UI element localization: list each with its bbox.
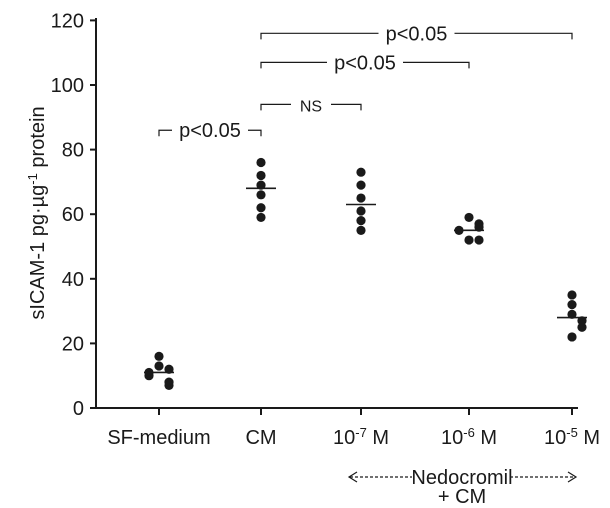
x-tick-label-sup: -5 (566, 425, 578, 440)
data-point (577, 316, 587, 326)
y-axis-label-tail: protein (27, 106, 49, 173)
y-tick-label: 40 (62, 269, 84, 291)
treatment-annotation: Nedocromil + CM (347, 467, 578, 508)
data-point (164, 380, 174, 390)
y-ticks: 0 20 40 60 80 100 120 (51, 10, 96, 420)
data-point (144, 371, 154, 381)
data-point (256, 170, 266, 181)
data-point (256, 203, 266, 213)
comparison-label: p<0.05 (334, 52, 396, 74)
data-point (356, 167, 366, 177)
x-tick-label-main: 10 (441, 427, 463, 449)
y-tick-label: 20 (62, 333, 84, 355)
data-point (567, 332, 577, 342)
data-point (567, 290, 577, 300)
x-tick-label-main: SF-medium (107, 427, 210, 449)
data-point (256, 180, 266, 190)
significance-brackets: p<0.05 NS p<0.05 p<0.05 (158, 23, 573, 142)
x-tick-label-main: 10 (544, 427, 566, 449)
treatment-arrowhead-left (347, 471, 358, 483)
data-point (567, 309, 577, 319)
x-tick-label-unit: M (475, 427, 497, 449)
comparison-bracket (260, 103, 362, 111)
data-point (356, 180, 366, 190)
x-tick-label-sup: -7 (355, 425, 367, 440)
data-point (164, 364, 174, 374)
x-ticks: SF-medium CM 10-7 M 10-6 M 10-5 M (107, 408, 600, 449)
data-point (464, 212, 474, 223)
x-tick-label: 10-5 M (544, 425, 600, 450)
x-tick-label: 10-7 M (333, 425, 389, 450)
data-point (567, 300, 577, 310)
y-axis-label-main: sICAM-1 pg·µg (27, 185, 49, 320)
data-point (464, 235, 474, 245)
x-tick-label-main: CM (245, 427, 276, 449)
data-point (356, 206, 366, 216)
y-axis-label-sup: -1 (25, 173, 40, 185)
data-point (474, 235, 484, 245)
x-tick-label-unit: M (578, 427, 600, 449)
y-tick-label: 100 (51, 75, 84, 97)
data-point (256, 157, 266, 168)
data-point (256, 212, 266, 223)
data-markers (144, 157, 587, 390)
y-tick-label: 60 (62, 204, 84, 226)
x-tick-label-main: 10 (333, 427, 355, 449)
chart-axes (95, 18, 578, 409)
comparison-label: NS (300, 98, 322, 115)
data-point (356, 193, 366, 203)
comparison-bracket (260, 61, 470, 69)
comparison-bracket (260, 32, 573, 40)
data-point (474, 222, 484, 232)
data-point (154, 361, 164, 371)
x-tick-label: 10-6 M (441, 425, 497, 450)
treatment-label-line-1: Nedocromil (411, 467, 512, 489)
y-axis-label: sICAM-1 pg·µg-1 protein (25, 106, 50, 319)
y-tick-label: 120 (51, 10, 84, 32)
y-tick-label: 0 (73, 398, 84, 420)
data-point (356, 225, 366, 235)
data-point (256, 190, 266, 200)
data-point (356, 216, 366, 226)
x-tick-label-sup: -6 (463, 425, 475, 440)
x-tick-label: CM (245, 427, 276, 449)
treatment-label-line-2: + CM (438, 486, 486, 508)
x-tick-label: SF-medium (107, 427, 210, 449)
y-tick-label: 80 (62, 140, 84, 162)
comparison-label: p<0.05 (386, 23, 448, 45)
x-tick-label-unit: M (367, 427, 389, 449)
data-point (154, 351, 164, 361)
treatment-arrowhead-right (567, 471, 578, 483)
comparison-label: p<0.05 (179, 120, 241, 142)
data-point (577, 322, 587, 332)
comparison-bracket (158, 129, 262, 137)
